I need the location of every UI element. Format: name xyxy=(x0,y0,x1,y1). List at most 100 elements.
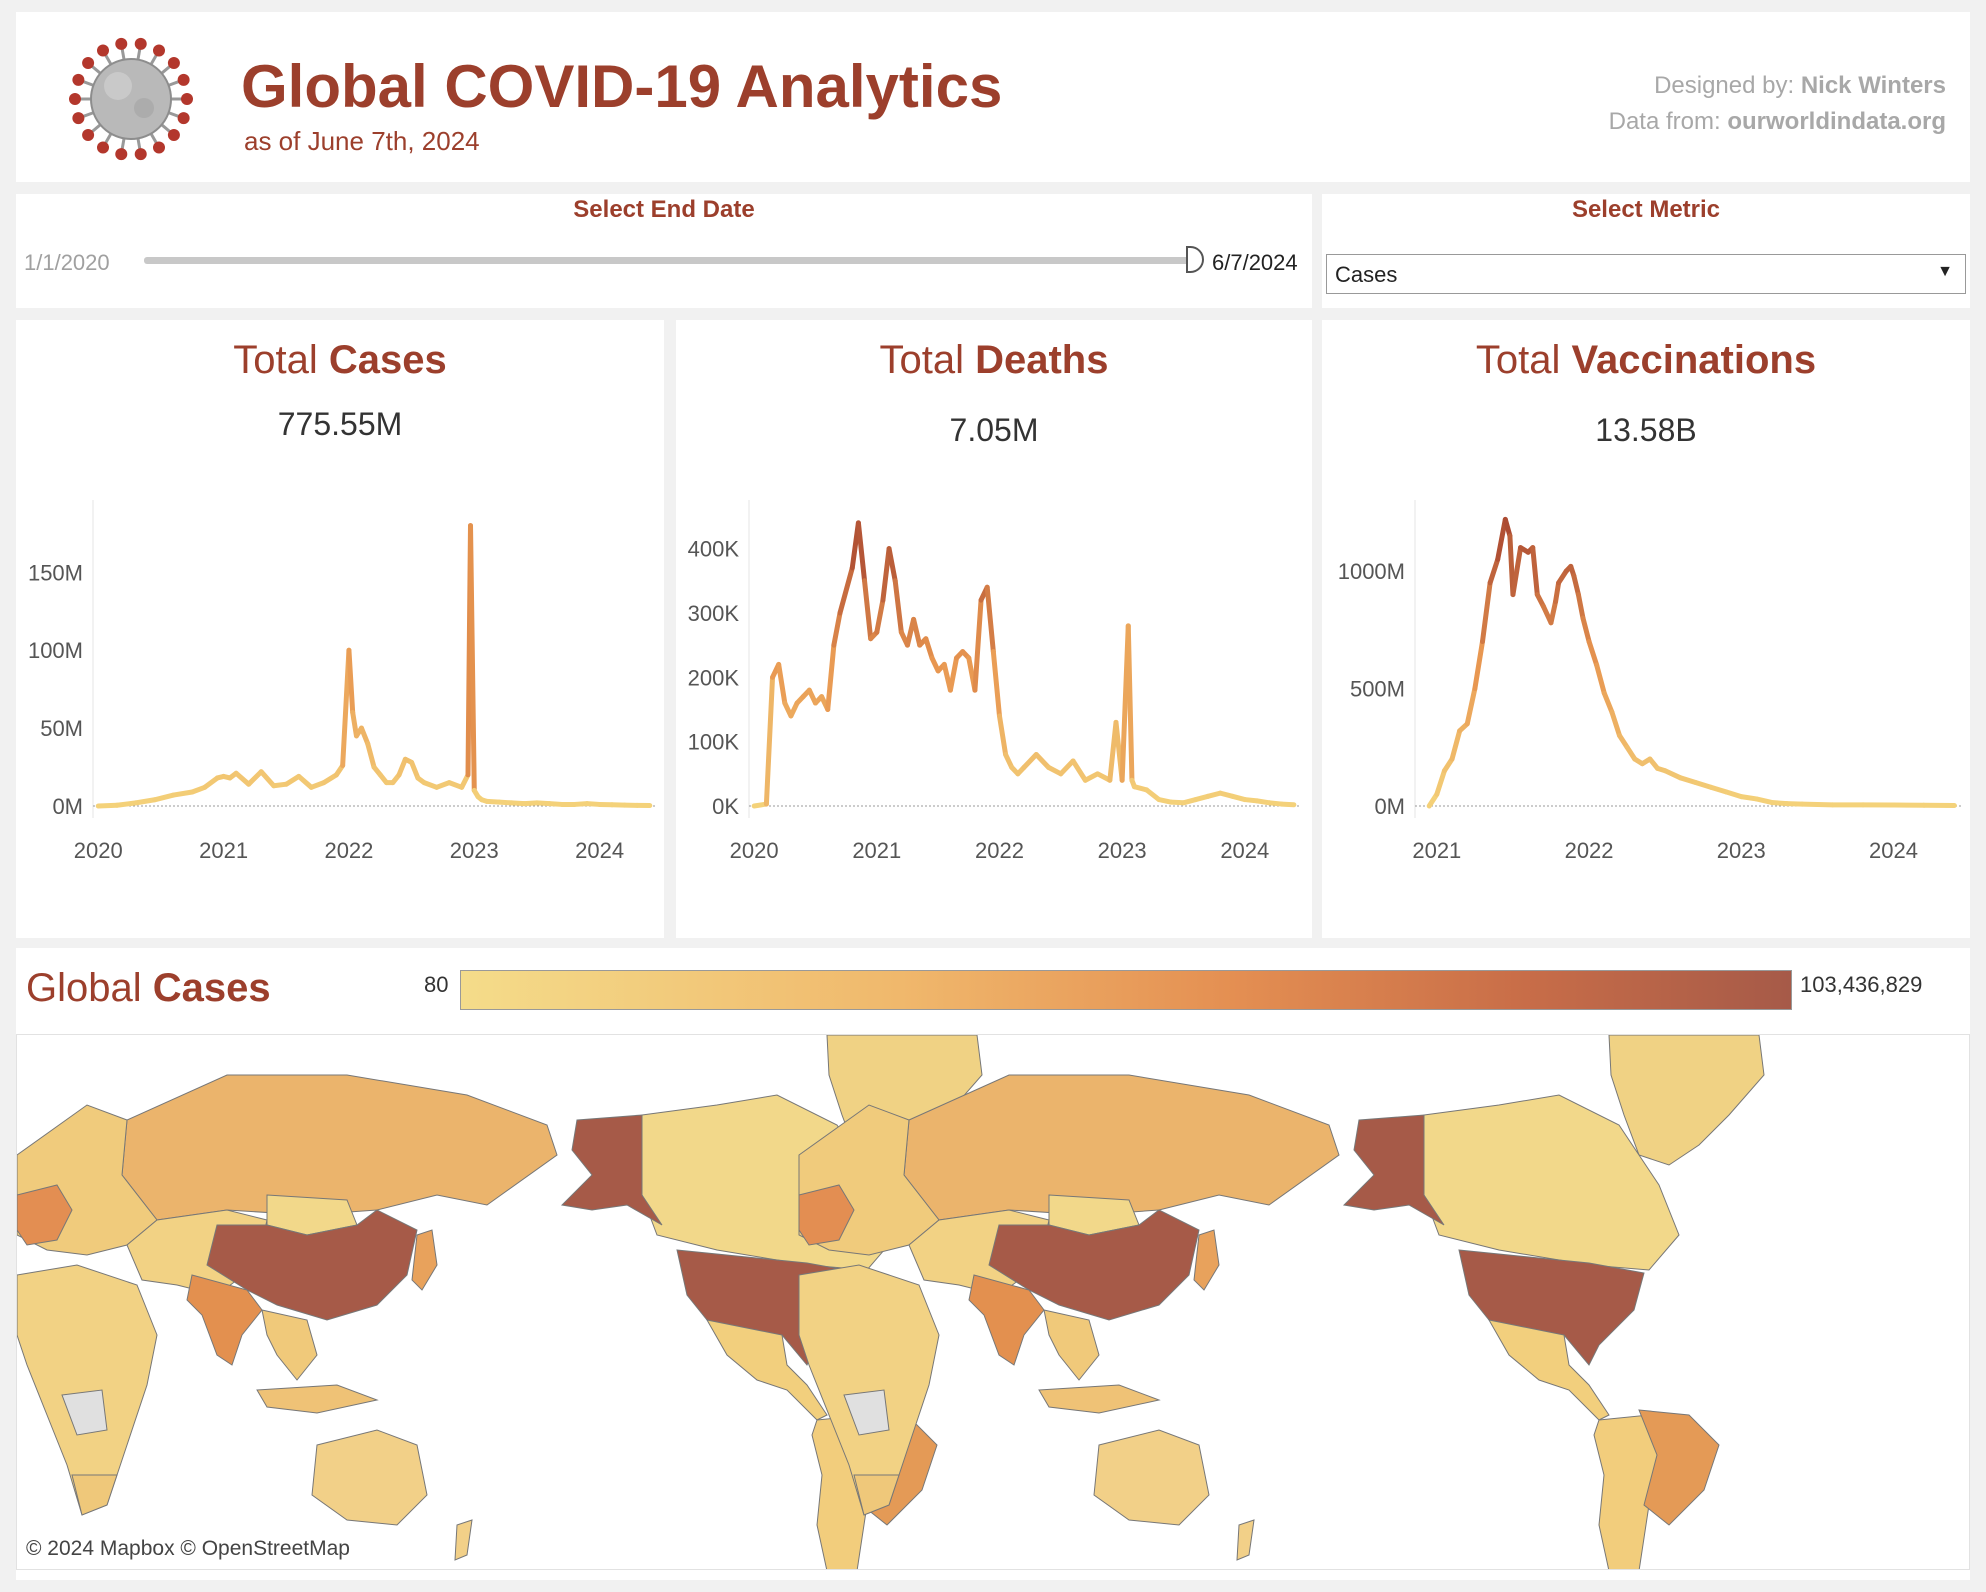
region-western-europe[interactable] xyxy=(17,1184,73,1246)
series-line-segment xyxy=(1021,752,1039,770)
card-title-prefix: Total xyxy=(233,338,329,382)
virus-spike-tip xyxy=(167,128,180,141)
region-new-zealand[interactable] xyxy=(454,1519,473,1561)
region-indonesia[interactable] xyxy=(256,1384,379,1414)
x-tick-label: 2024 xyxy=(575,838,624,863)
series-line-segment xyxy=(880,546,892,603)
virus-spike-tip xyxy=(72,73,85,86)
series-line-segment xyxy=(1464,686,1478,727)
series-line-segment xyxy=(346,647,356,716)
series-line-segment xyxy=(152,792,176,803)
series-line-segment xyxy=(114,800,139,808)
virus-spike-tip xyxy=(153,141,165,154)
card-title-metric: Deaths xyxy=(975,338,1109,382)
coronavirus-icon xyxy=(69,37,193,161)
designer-name: Nick Winters xyxy=(1800,72,1946,99)
map-title-prefix: Global xyxy=(26,966,153,1010)
color-legend-bar xyxy=(460,970,1792,1010)
date-slider-handle[interactable] xyxy=(1186,246,1204,273)
y-tick-label: 500M xyxy=(1350,677,1405,702)
region-central-africa-missing[interactable] xyxy=(61,1389,108,1436)
series-line-segment xyxy=(170,789,195,798)
y-tick-label: 1000M xyxy=(1338,559,1405,584)
series-line-segment xyxy=(258,769,277,789)
y-tick-label: 150M xyxy=(28,560,83,585)
y-tick-label: 200K xyxy=(688,665,740,690)
map-canvas[interactable] xyxy=(17,1035,1970,1570)
chevron-down-icon[interactable]: ▼ xyxy=(1937,263,1953,280)
series-line-segment xyxy=(358,725,371,747)
page-subtitle: as of June 7th, 2024 xyxy=(244,126,480,156)
virus-spike-tip xyxy=(72,112,85,125)
world-choropleth-map[interactable]: © 2024 Mapbox © OpenStreetMap xyxy=(16,1034,1970,1570)
region-mexico[interactable] xyxy=(706,1319,828,1421)
series-line-segment xyxy=(1495,516,1508,562)
series-line-segment xyxy=(1693,780,1714,790)
total-deaths-value: 7.05M xyxy=(949,412,1039,448)
series-line-segment xyxy=(862,578,874,642)
virus-spike-tip xyxy=(177,73,190,86)
region-south-africa[interactable] xyxy=(71,1474,118,1516)
page-title: Global COVID-19 Analytics xyxy=(241,53,1003,120)
x-tick-label: 2021 xyxy=(852,838,901,863)
region-australia[interactable] xyxy=(311,1429,428,1526)
metric-dropdown[interactable]: Cases ▼ xyxy=(1326,254,1966,294)
series-line-segment xyxy=(233,770,252,787)
virus-spike-tip xyxy=(97,44,109,57)
slider-start-date: 1/1/2020 xyxy=(24,250,110,275)
series-line-segment xyxy=(1723,789,1744,800)
region-japan[interactable] xyxy=(411,1229,438,1291)
region-russia[interactable] xyxy=(121,1074,558,1221)
map-attribution[interactable]: © 2024 Mapbox © OpenStreetMap xyxy=(23,1537,353,1561)
series-line-segment xyxy=(1662,768,1683,781)
region-alaska[interactable] xyxy=(560,1114,663,1226)
virus-spike-tip xyxy=(181,93,193,105)
x-tick-label: 2020 xyxy=(730,838,779,863)
map-title: Global Cases xyxy=(26,966,271,1011)
world-map-copy-right[interactable] xyxy=(798,1035,1765,1570)
y-tick-label: 0K xyxy=(712,794,739,819)
x-tick-label: 2024 xyxy=(1869,838,1918,863)
data-source-link[interactable]: ourworldindata.org xyxy=(1727,108,1946,135)
total-cases-title: Total Cases xyxy=(16,338,664,383)
date-slider-track[interactable] xyxy=(144,257,1196,264)
series-line-segment xyxy=(1472,639,1485,692)
series-line-segment xyxy=(874,597,886,635)
y-tick-label: 50M xyxy=(40,716,83,741)
series-line-segment xyxy=(1594,662,1607,696)
series-line-segment xyxy=(396,756,408,778)
total-cases-chart[interactable]: 0M 50M 100M 150M 2020 2021 2022 2023 2024 xyxy=(16,320,664,938)
series-line-segment xyxy=(825,642,837,712)
series-line-segment xyxy=(972,597,984,693)
series-line-segment xyxy=(886,546,898,584)
card-title-metric: Cases xyxy=(328,338,447,382)
total-vaccinations-chart[interactable]: 0M 500M 1000M 2021 2022 2023 2024 xyxy=(1322,320,1970,938)
region-india[interactable] xyxy=(186,1274,263,1366)
series-line-segment xyxy=(1799,801,1836,808)
x-tick-label: 2022 xyxy=(1565,838,1614,863)
virus-spike-tip xyxy=(82,57,95,70)
series-line-segment xyxy=(468,523,477,793)
series-line-segment xyxy=(1601,690,1615,715)
series-line-segment xyxy=(892,578,904,635)
region-southeast-asia[interactable] xyxy=(261,1309,318,1381)
virus-spike-tip xyxy=(134,148,147,161)
series-line-segment xyxy=(1487,556,1501,586)
card-title-metric: Vaccinations xyxy=(1571,338,1817,382)
y-tick-label: 0M xyxy=(52,794,83,819)
total-vaccinations-value: 13.58B xyxy=(1595,412,1697,448)
x-tick-label: 2021 xyxy=(199,838,248,863)
series-line-segment xyxy=(1580,615,1592,645)
card-title-prefix: Total xyxy=(1475,338,1572,382)
series-line-segment xyxy=(1449,728,1463,762)
series-line-segment xyxy=(1553,580,1562,605)
series-line-segment xyxy=(202,775,220,790)
x-tick-label: 2020 xyxy=(74,838,123,863)
y-tick-label: 300K xyxy=(688,601,740,626)
virus-spike-tip xyxy=(97,141,109,154)
slider-end-date: 6/7/2024 xyxy=(1212,250,1298,275)
series-line-segment xyxy=(365,741,377,770)
total-deaths-chart[interactable]: 0K 100K 200K 300K 400K 2020 2021 2022 2023 2024 xyxy=(676,320,1312,938)
x-tick-label: 2022 xyxy=(975,838,1024,863)
series-line-segment xyxy=(996,713,1009,758)
